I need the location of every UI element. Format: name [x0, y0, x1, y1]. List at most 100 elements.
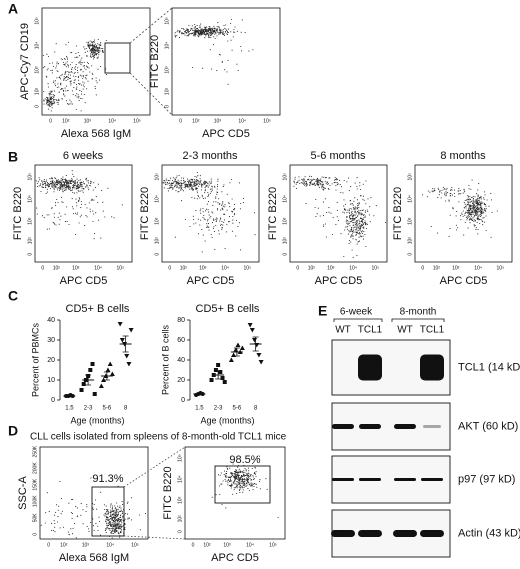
event-dot: [216, 35, 218, 37]
event-dot: [199, 32, 201, 34]
event-dot: [183, 186, 185, 188]
event-dot: [231, 472, 233, 474]
event-dot: [207, 27, 210, 30]
event-dot: [130, 497, 133, 499]
y-axis-label: SSC-A: [17, 476, 29, 510]
event-dot: [174, 184, 176, 186]
event-dot: [245, 469, 247, 471]
y-tick-label: 0: [177, 530, 183, 533]
event-dot: [202, 30, 204, 32]
event-dot: [222, 201, 224, 203]
event-dot: [353, 224, 355, 226]
event-dot: [358, 219, 360, 221]
event-dot: [354, 182, 356, 184]
event-dot: [77, 94, 79, 96]
event-dot: [62, 88, 64, 90]
event-dot: [352, 217, 354, 219]
blot-label: AKT (60 kD): [458, 420, 518, 432]
event-dot: [118, 533, 120, 535]
event-dot: [43, 100, 45, 102]
event-dot: [230, 18, 232, 21]
event-dot: [60, 58, 62, 60]
event-dot: [302, 183, 305, 185]
event-dot: [69, 71, 71, 73]
error-bar: [103, 371, 110, 381]
event-dot: [216, 218, 218, 220]
event-dot: [348, 177, 350, 179]
event-dot: [308, 175, 311, 177]
event-dot: [491, 211, 493, 213]
event-dot: [475, 205, 477, 207]
event-dot: [86, 503, 88, 506]
event-dot: [445, 191, 447, 193]
event-dot: [85, 68, 87, 70]
event-dot: [183, 179, 185, 181]
event-dot: [468, 205, 470, 207]
event-dot: [117, 513, 119, 515]
event-dot: [484, 209, 486, 211]
event-dot: [113, 524, 115, 526]
event-dot: [67, 186, 69, 189]
event-dot: [71, 533, 74, 535]
event-dot: [47, 55, 50, 58]
event-dot: [472, 219, 474, 222]
event-dot: [236, 483, 238, 485]
event-dot: [82, 88, 84, 90]
event-dot: [112, 523, 114, 525]
event-dot: [127, 513, 129, 515]
event-dot: [43, 103, 45, 105]
y-tick-label: 10⁴: [407, 195, 413, 203]
event-dot: [361, 220, 363, 222]
event-dot: [64, 95, 66, 97]
event-dot: [58, 186, 60, 189]
event-dot: [46, 228, 48, 230]
event-dot: [220, 217, 222, 219]
event-dot: [222, 31, 224, 33]
event-dot: [111, 524, 113, 526]
event-dot: [216, 186, 219, 188]
event-dot: [361, 219, 363, 221]
event-dot: [47, 83, 49, 85]
event-dot: [118, 523, 120, 525]
event-dot: [226, 480, 228, 482]
event-dot: [471, 205, 473, 207]
event-dot: [98, 520, 101, 522]
data-point: [218, 370, 223, 374]
event-dot: [114, 522, 116, 524]
event-dot: [213, 36, 215, 38]
event-dot: [194, 23, 196, 25]
event-dot: [114, 520, 116, 522]
event-dot: [259, 479, 261, 481]
event-dot: [73, 79, 75, 81]
event-dot: [437, 197, 439, 199]
event-dot: [63, 78, 65, 80]
event-dot: [169, 186, 171, 188]
x-tick-label: 1.5: [195, 406, 204, 412]
event-dot: [86, 88, 88, 90]
event-dot: [80, 182, 82, 184]
event-dot: [38, 177, 40, 179]
event-dot: [177, 191, 179, 193]
event-dot: [197, 195, 199, 197]
data-point: [101, 377, 107, 382]
event-dot: [464, 191, 466, 193]
event-dot: [248, 475, 250, 477]
event-dot: [483, 198, 485, 200]
event-dot: [253, 485, 255, 488]
event-dot: [200, 180, 202, 182]
event-dot: [80, 69, 82, 71]
x-tick-label: 5-6: [103, 406, 112, 412]
event-dot: [95, 54, 98, 56]
event-dot: [71, 66, 73, 69]
event-dot: [347, 233, 349, 235]
event-dot: [449, 193, 451, 195]
x-axis-label: APC CD5: [187, 275, 235, 287]
event-dot: [89, 40, 91, 42]
event-dot: [93, 182, 95, 184]
event-dot: [207, 195, 209, 197]
event-dot: [304, 184, 306, 186]
event-dot: [199, 25, 201, 27]
flow-plot: [174, 18, 254, 85]
x-tick-label: 8: [254, 406, 258, 412]
event-dot: [64, 73, 66, 75]
